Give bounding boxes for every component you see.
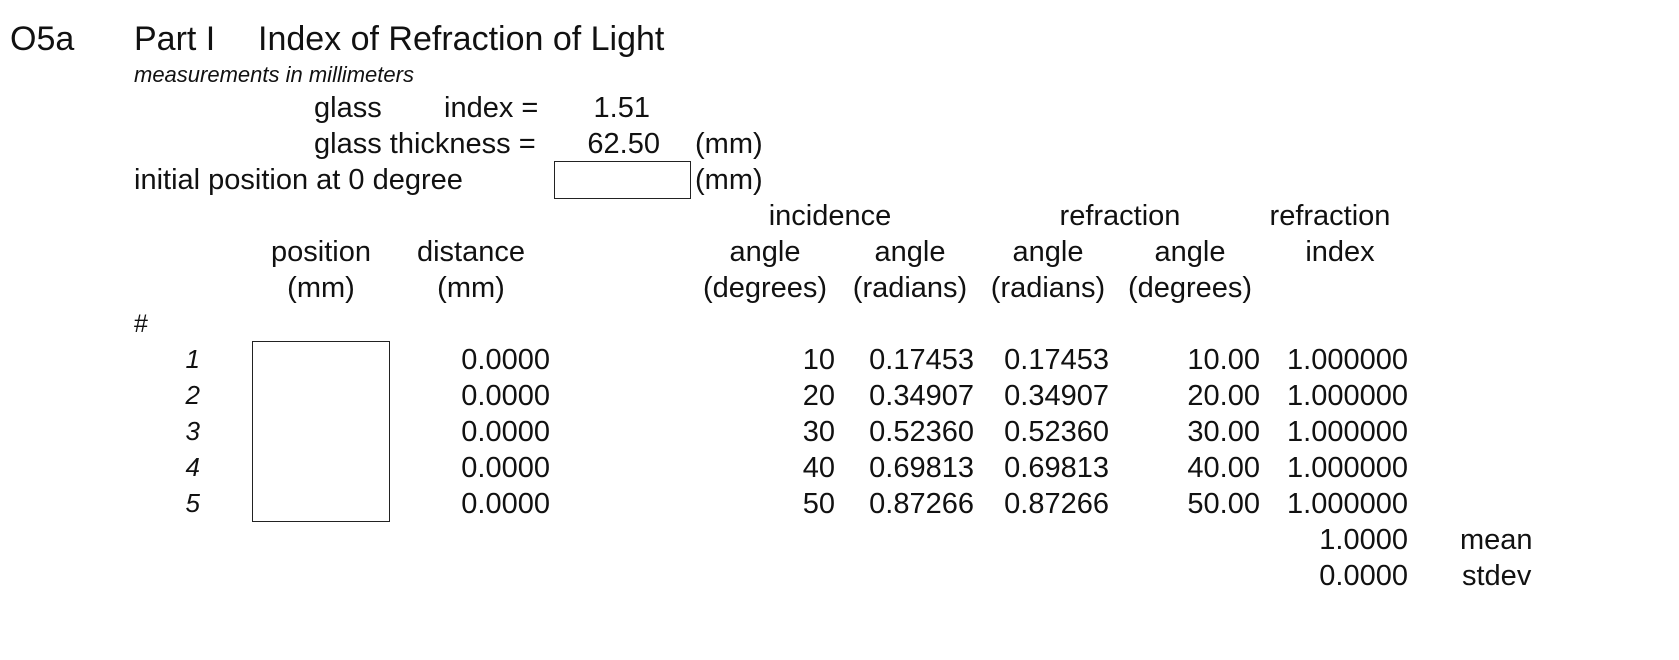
- distance-cell: 0.0000: [461, 344, 550, 376]
- initial-position-input[interactable]: [554, 161, 691, 199]
- page-title: Index of Refraction of Light: [258, 20, 665, 58]
- refraction-deg-cell: 50.00: [1187, 488, 1260, 520]
- refraction-rad-cell: 0.52360: [1004, 416, 1109, 448]
- initial-position-label: initial position at 0 degree: [134, 164, 463, 196]
- initial-position-unit: (mm): [695, 164, 763, 196]
- incidence-rad-cell: 0.52360: [869, 416, 974, 448]
- refraction-angle-deg-header: angle: [1154, 236, 1226, 268]
- refraction-rad-cell: 0.87266: [1004, 488, 1109, 520]
- sheet-code: O5a: [10, 20, 75, 58]
- thickness-value: 62.50: [587, 128, 660, 160]
- row-number: 5: [185, 488, 200, 518]
- incidence-angle-rad-header: angle: [874, 236, 946, 268]
- refraction-angle-rad-unit: (radians): [990, 272, 1106, 304]
- position-input-area[interactable]: [252, 341, 390, 522]
- incidence-deg-cell: 50: [802, 488, 835, 520]
- incidence-deg-cell: 10: [802, 344, 835, 376]
- row-number-header: #: [134, 310, 148, 338]
- distance-cell: 0.0000: [461, 416, 550, 448]
- row-number: 2: [185, 380, 200, 410]
- distance-unit-header: (mm): [437, 272, 505, 304]
- refraction-index-cell: 1.000000: [1287, 452, 1408, 484]
- incidence-rad-cell: 0.69813: [869, 452, 974, 484]
- position-header: position: [271, 236, 371, 268]
- row-number: 4: [185, 452, 200, 482]
- incidence-deg-cell: 20: [802, 380, 835, 412]
- refraction-rad-cell: 0.17453: [1004, 344, 1109, 376]
- refraction-deg-cell: 40.00: [1187, 452, 1260, 484]
- incidence-angle-deg-header: angle: [729, 236, 801, 268]
- incidence-rad-cell: 0.17453: [869, 344, 974, 376]
- refraction-index-header: index: [1305, 236, 1375, 268]
- position-unit-header: (mm): [287, 272, 355, 304]
- index-label: index =: [444, 92, 539, 124]
- refraction-angle-rad-header: angle: [1012, 236, 1084, 268]
- incidence-deg-cell: 30: [802, 416, 835, 448]
- row-number: 1: [185, 344, 200, 374]
- stdev-label: stdev: [1462, 560, 1532, 592]
- incidence-rad-cell: 0.87266: [869, 488, 974, 520]
- part-label: Part I: [134, 20, 216, 58]
- distance-cell: 0.0000: [461, 380, 550, 412]
- incidence-deg-cell: 40: [802, 452, 835, 484]
- refraction-group-header: refraction: [1059, 200, 1181, 232]
- glass-index-value: 1.51: [593, 92, 650, 124]
- mean-label: mean: [1460, 524, 1533, 556]
- refraction-deg-cell: 30.00: [1187, 416, 1260, 448]
- refraction-rad-cell: 0.69813: [1004, 452, 1109, 484]
- refraction-index-cell: 1.000000: [1287, 416, 1408, 448]
- stdev-value: 0.0000: [1319, 560, 1408, 592]
- incidence-rad-cell: 0.34907: [869, 380, 974, 412]
- subtitle: measurements in millimeters: [134, 62, 414, 87]
- incidence-group-header: incidence: [768, 200, 892, 232]
- incidence-angle-deg-unit: (degrees): [702, 272, 828, 304]
- incidence-angle-rad-unit: (radians): [852, 272, 968, 304]
- mean-value: 1.0000: [1319, 524, 1408, 556]
- glass-label: glass: [314, 92, 382, 124]
- thickness-label: glass thickness =: [314, 128, 536, 160]
- thickness-unit: (mm): [695, 128, 763, 160]
- refraction-rad-cell: 0.34907: [1004, 380, 1109, 412]
- refraction-index-cell: 1.000000: [1287, 488, 1408, 520]
- refraction-deg-cell: 10.00: [1187, 344, 1260, 376]
- refraction-angle-deg-unit: (degrees): [1127, 272, 1253, 304]
- row-number: 3: [185, 416, 200, 446]
- distance-cell: 0.0000: [461, 452, 550, 484]
- distance-header: distance: [416, 236, 525, 268]
- refraction-index-cell: 1.000000: [1287, 380, 1408, 412]
- refraction-deg-cell: 20.00: [1187, 380, 1260, 412]
- distance-cell: 0.0000: [461, 488, 550, 520]
- refraction-index-header-top: refraction: [1269, 200, 1391, 232]
- refraction-index-cell: 1.000000: [1287, 344, 1408, 376]
